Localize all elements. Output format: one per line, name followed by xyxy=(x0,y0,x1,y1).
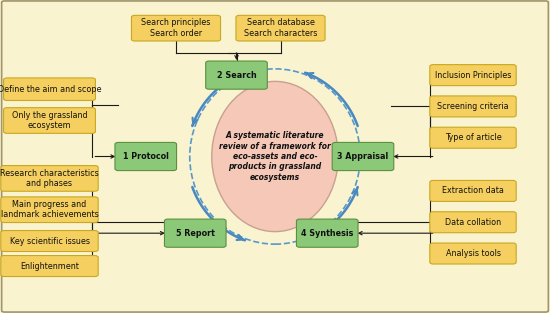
Text: 1 Protocol: 1 Protocol xyxy=(123,152,169,161)
Text: Screening criteria: Screening criteria xyxy=(437,102,509,111)
FancyBboxPatch shape xyxy=(1,230,98,252)
Text: A systematic literature
review of a framework for
eco-assets and eco-
products i: A systematic literature review of a fram… xyxy=(219,131,331,182)
Text: Search database
Search characters: Search database Search characters xyxy=(244,18,317,38)
FancyBboxPatch shape xyxy=(206,61,267,89)
Text: Type of article: Type of article xyxy=(444,133,502,142)
Text: 3 Appraisal: 3 Appraisal xyxy=(337,152,389,161)
FancyBboxPatch shape xyxy=(1,197,98,223)
FancyBboxPatch shape xyxy=(3,108,96,133)
FancyBboxPatch shape xyxy=(430,180,516,202)
Text: Search principles
Search order: Search principles Search order xyxy=(141,18,211,38)
Ellipse shape xyxy=(212,81,338,232)
FancyBboxPatch shape xyxy=(430,212,516,233)
Text: Analysis tools: Analysis tools xyxy=(446,249,501,258)
FancyBboxPatch shape xyxy=(430,127,516,148)
Text: 4 Synthesis: 4 Synthesis xyxy=(301,229,354,238)
FancyBboxPatch shape xyxy=(296,219,358,247)
Text: Extraction data: Extraction data xyxy=(442,187,504,195)
Text: Inclusion Principles: Inclusion Principles xyxy=(435,71,511,80)
Text: Enlightenment: Enlightenment xyxy=(20,262,79,270)
Text: Only the grassland
ecosystem: Only the grassland ecosystem xyxy=(12,111,87,130)
Text: Research characteristics
and phases: Research characteristics and phases xyxy=(0,169,99,188)
Text: Main progress and
landmark achievements: Main progress and landmark achievements xyxy=(1,200,98,219)
FancyBboxPatch shape xyxy=(131,15,221,41)
Text: 2 Search: 2 Search xyxy=(217,71,256,80)
Text: Key scientific issues: Key scientific issues xyxy=(9,237,90,245)
FancyBboxPatch shape xyxy=(3,78,96,100)
FancyBboxPatch shape xyxy=(1,166,98,191)
FancyBboxPatch shape xyxy=(332,142,394,171)
FancyBboxPatch shape xyxy=(164,219,226,247)
FancyBboxPatch shape xyxy=(236,15,325,41)
FancyBboxPatch shape xyxy=(430,64,516,85)
FancyBboxPatch shape xyxy=(430,243,516,264)
FancyBboxPatch shape xyxy=(115,142,177,171)
Text: 5 Report: 5 Report xyxy=(176,229,214,238)
Text: Define the aim and scope: Define the aim and scope xyxy=(0,85,101,94)
FancyBboxPatch shape xyxy=(430,96,516,117)
FancyBboxPatch shape xyxy=(1,255,98,277)
Text: Data collation: Data collation xyxy=(445,218,501,227)
